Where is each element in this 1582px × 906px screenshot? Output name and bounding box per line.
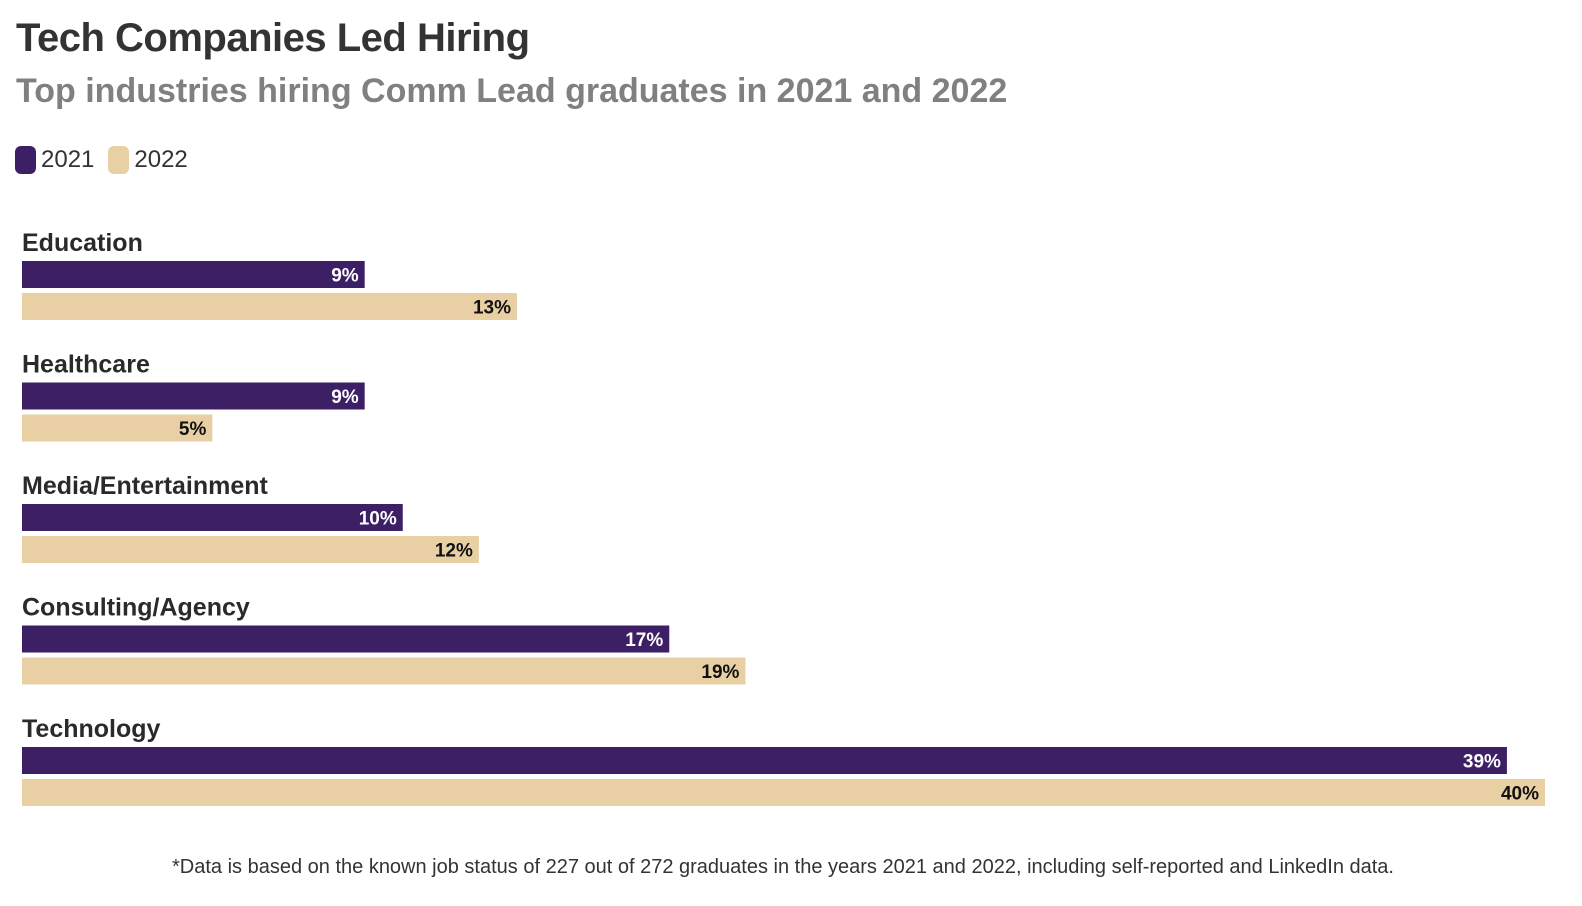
bar-consulting-agency-2021 xyxy=(22,625,670,653)
bar-technology-2022 xyxy=(22,779,1545,806)
data-label-healthcare-2021: 9% xyxy=(331,387,359,408)
chart-title: Tech Companies Led Hiring xyxy=(16,16,530,60)
legend-item-2022: 2022 xyxy=(108,146,188,174)
data-label-technology-2021: 39% xyxy=(1463,752,1501,773)
category-label-technology: Technology xyxy=(22,715,161,743)
bar-media-entertainment-2021 xyxy=(22,504,403,531)
bar-education-2021 xyxy=(22,261,365,288)
category-label-healthcare: Healthcare xyxy=(22,351,150,379)
bar-consulting-agency-2022 xyxy=(22,657,746,685)
data-label-education-2021: 9% xyxy=(331,266,359,287)
bar-healthcare-2022 xyxy=(22,414,213,442)
footnote: *Data is based on the known job status o… xyxy=(172,856,1394,878)
data-label-media-entertainment-2022: 12% xyxy=(435,541,473,562)
data-label-education-2022: 13% xyxy=(473,298,511,319)
data-label-consulting-agency-2021: 17% xyxy=(625,630,663,651)
legend-label-2021: 2021 xyxy=(41,146,95,173)
legend-swatch-2022 xyxy=(108,146,130,174)
data-label-media-entertainment-2021: 10% xyxy=(359,509,397,530)
chart-subtitle: Top industries hiring Comm Lead graduate… xyxy=(16,72,1008,110)
legend-swatch-2021 xyxy=(15,146,36,174)
legend: 2021 2022 xyxy=(15,146,202,174)
category-label-consulting-agency: Consulting/Agency xyxy=(22,594,250,622)
category-label-media-entertainment: Media/Entertainment xyxy=(22,472,269,500)
category-label-education: Education xyxy=(22,229,143,257)
bar-healthcare-2021 xyxy=(22,382,365,410)
bar-media-entertainment-2022 xyxy=(22,536,479,563)
data-label-healthcare-2022: 5% xyxy=(179,419,207,440)
data-label-technology-2022: 40% xyxy=(1501,784,1539,805)
bar-technology-2021 xyxy=(22,747,1507,774)
legend-label-2022: 2022 xyxy=(134,146,188,173)
legend-item-2021: 2021 xyxy=(15,146,94,174)
bar-education-2022 xyxy=(22,293,517,320)
data-label-consulting-agency-2022: 19% xyxy=(701,662,739,683)
